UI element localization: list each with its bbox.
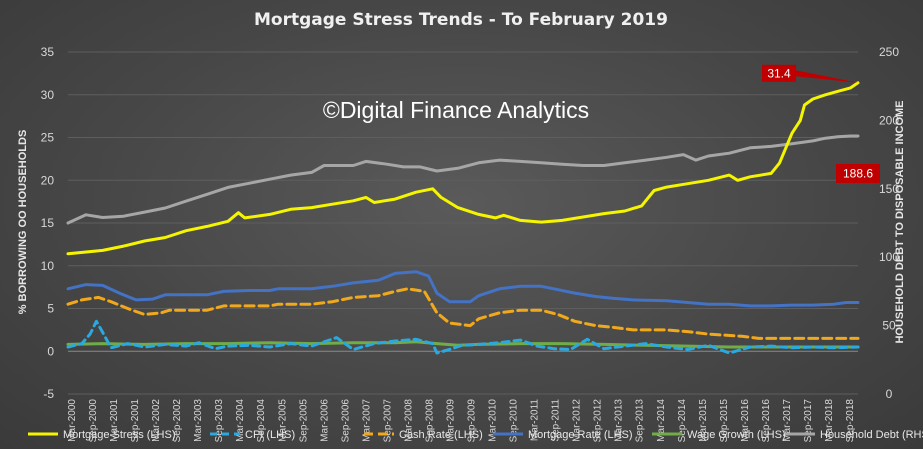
x-tick-label: Sep-2011 <box>551 399 562 442</box>
x-axis-ticks: Mar-2000 Sep-2000 Mar-2001 Sep-2001 Mar-2002… <box>67 399 856 443</box>
legend-label: CPI (LHS) <box>245 429 295 441</box>
x-tick-label: Sep-2013 <box>635 399 646 443</box>
callout-box <box>762 64 796 82</box>
series-line-mortgage-rate-lhs <box>66 270 860 308</box>
right-y-axis-label: HOUSEHOLD DEBT TO DISPOSABLE INCOME <box>894 100 906 343</box>
series-line-household-debt-rhs <box>66 134 860 225</box>
x-tick-label: Sep-2003 <box>214 399 225 443</box>
x-tick-label: Mar-2016 <box>740 399 751 442</box>
x-tick-label: Mar-2007 <box>361 399 372 442</box>
x-tick-label: Mar-2017 <box>782 399 793 442</box>
y-tick-label: 25 <box>41 131 55 145</box>
x-tick-label: Mar-2009 <box>445 399 456 442</box>
y2-tick-label: 200 <box>879 113 899 127</box>
x-tick-label: Mar-2001 <box>109 399 120 442</box>
legend-label: Mortgage Stress (LHS) <box>63 429 175 441</box>
y-tick-label: 15 <box>41 216 55 230</box>
callout-value: 188.6 <box>843 166 873 180</box>
legend: Mortgage Stress (LHS) CPI (LHS) Cash Rate … <box>28 429 923 441</box>
x-tick-label: Sep-2001 <box>130 399 141 443</box>
callout-pointer <box>796 70 858 83</box>
left-y-axis-label: % BORROWING OO HOUSEHOLDS <box>17 130 29 315</box>
x-tick-label: Mar-2018 <box>824 399 835 442</box>
y-tick-label: -5 <box>43 387 54 401</box>
x-tick-label: Sep-2016 <box>761 399 772 443</box>
x-tick-label: Sep-2014 <box>677 399 688 443</box>
x-tick-label: Sep-2015 <box>719 399 730 443</box>
chart-title: Mortgage Stress Trends - To February 201… <box>254 10 668 30</box>
legend-label: Mortgage Rate (LHS) <box>528 429 633 441</box>
x-tick-label: Mar-2004 <box>235 399 246 442</box>
x-tick-label: Mar-2013 <box>614 399 625 442</box>
x-tick-label: Mar-2010 <box>488 399 499 442</box>
x-tick-label: Mar-2015 <box>698 399 709 442</box>
x-tick-label: Sep-2007 <box>382 399 393 443</box>
series-line-wage-growth-lhs <box>66 340 860 349</box>
x-tick-label: Sep-2008 <box>424 399 435 443</box>
x-tick-label: Mar-2000 <box>67 399 78 442</box>
series-lines <box>66 81 860 355</box>
x-tick-label: Sep-2017 <box>803 399 814 443</box>
y2-tick-label: 250 <box>879 45 899 59</box>
x-tick-label: Mar-2008 <box>403 399 414 442</box>
x-tick-label: Mar-2012 <box>572 399 583 442</box>
x-tick-label: Sep-2010 <box>509 399 520 443</box>
x-tick-label: Sep-2009 <box>467 399 478 443</box>
y2-tick-label: 0 <box>886 387 893 401</box>
y-tick-label: 0 <box>47 344 54 358</box>
x-tick-label: Sep-2006 <box>340 399 351 443</box>
y2-tick-label: 50 <box>882 319 896 333</box>
y-tick-label: 10 <box>41 259 55 273</box>
x-tick-label: Mar-2011 <box>530 399 541 441</box>
x-tick-label: Sep-2005 <box>298 399 309 443</box>
x-tick-label: Sep-2000 <box>88 399 99 443</box>
series-line-mortgage-stress-lhs <box>66 81 860 256</box>
y-tick-label: 5 <box>47 302 54 316</box>
y2-tick-label: 100 <box>879 250 899 264</box>
value-callouts: 31.4 188.6 <box>762 64 880 183</box>
series-line-cpi-lhs <box>66 319 860 355</box>
x-tick-label: Mar-2005 <box>277 399 288 442</box>
x-tick-label: Mar-2014 <box>656 399 667 442</box>
right-y-axis-ticks: 0 50 100 150 200 250 <box>879 45 899 401</box>
y-tick-label: 30 <box>41 88 55 102</box>
y-tick-label: 20 <box>41 173 55 187</box>
legend-label: Cash Rate (LHS) <box>399 429 483 441</box>
x-tick-label: Sep-2012 <box>593 399 604 443</box>
callout-value: 31.4 <box>767 66 791 80</box>
x-tick-label: Sep-2002 <box>172 399 183 443</box>
gridlines <box>68 51 858 395</box>
x-tick-label: Mar-2003 <box>193 399 204 442</box>
series-line-cash-rate-lhs <box>66 287 860 340</box>
x-tick-label: Sep-2018 <box>845 399 856 443</box>
x-tick-label: Sep-2004 <box>256 399 267 443</box>
left-y-axis-ticks: -5 0 5 10 15 20 25 30 35 <box>41 45 55 401</box>
callout-box <box>836 163 880 183</box>
y2-tick-label: 150 <box>879 182 899 196</box>
x-tick-label: Mar-2002 <box>151 399 162 442</box>
watermark-text: ©Digital Finance Analytics <box>323 97 589 123</box>
x-tick-label: Mar-2006 <box>319 399 330 442</box>
legend-label: Household Debt (RHS) <box>820 429 923 441</box>
legend-label: Wage Growth (LHS) <box>687 429 786 441</box>
y-tick-label: 35 <box>41 45 55 59</box>
